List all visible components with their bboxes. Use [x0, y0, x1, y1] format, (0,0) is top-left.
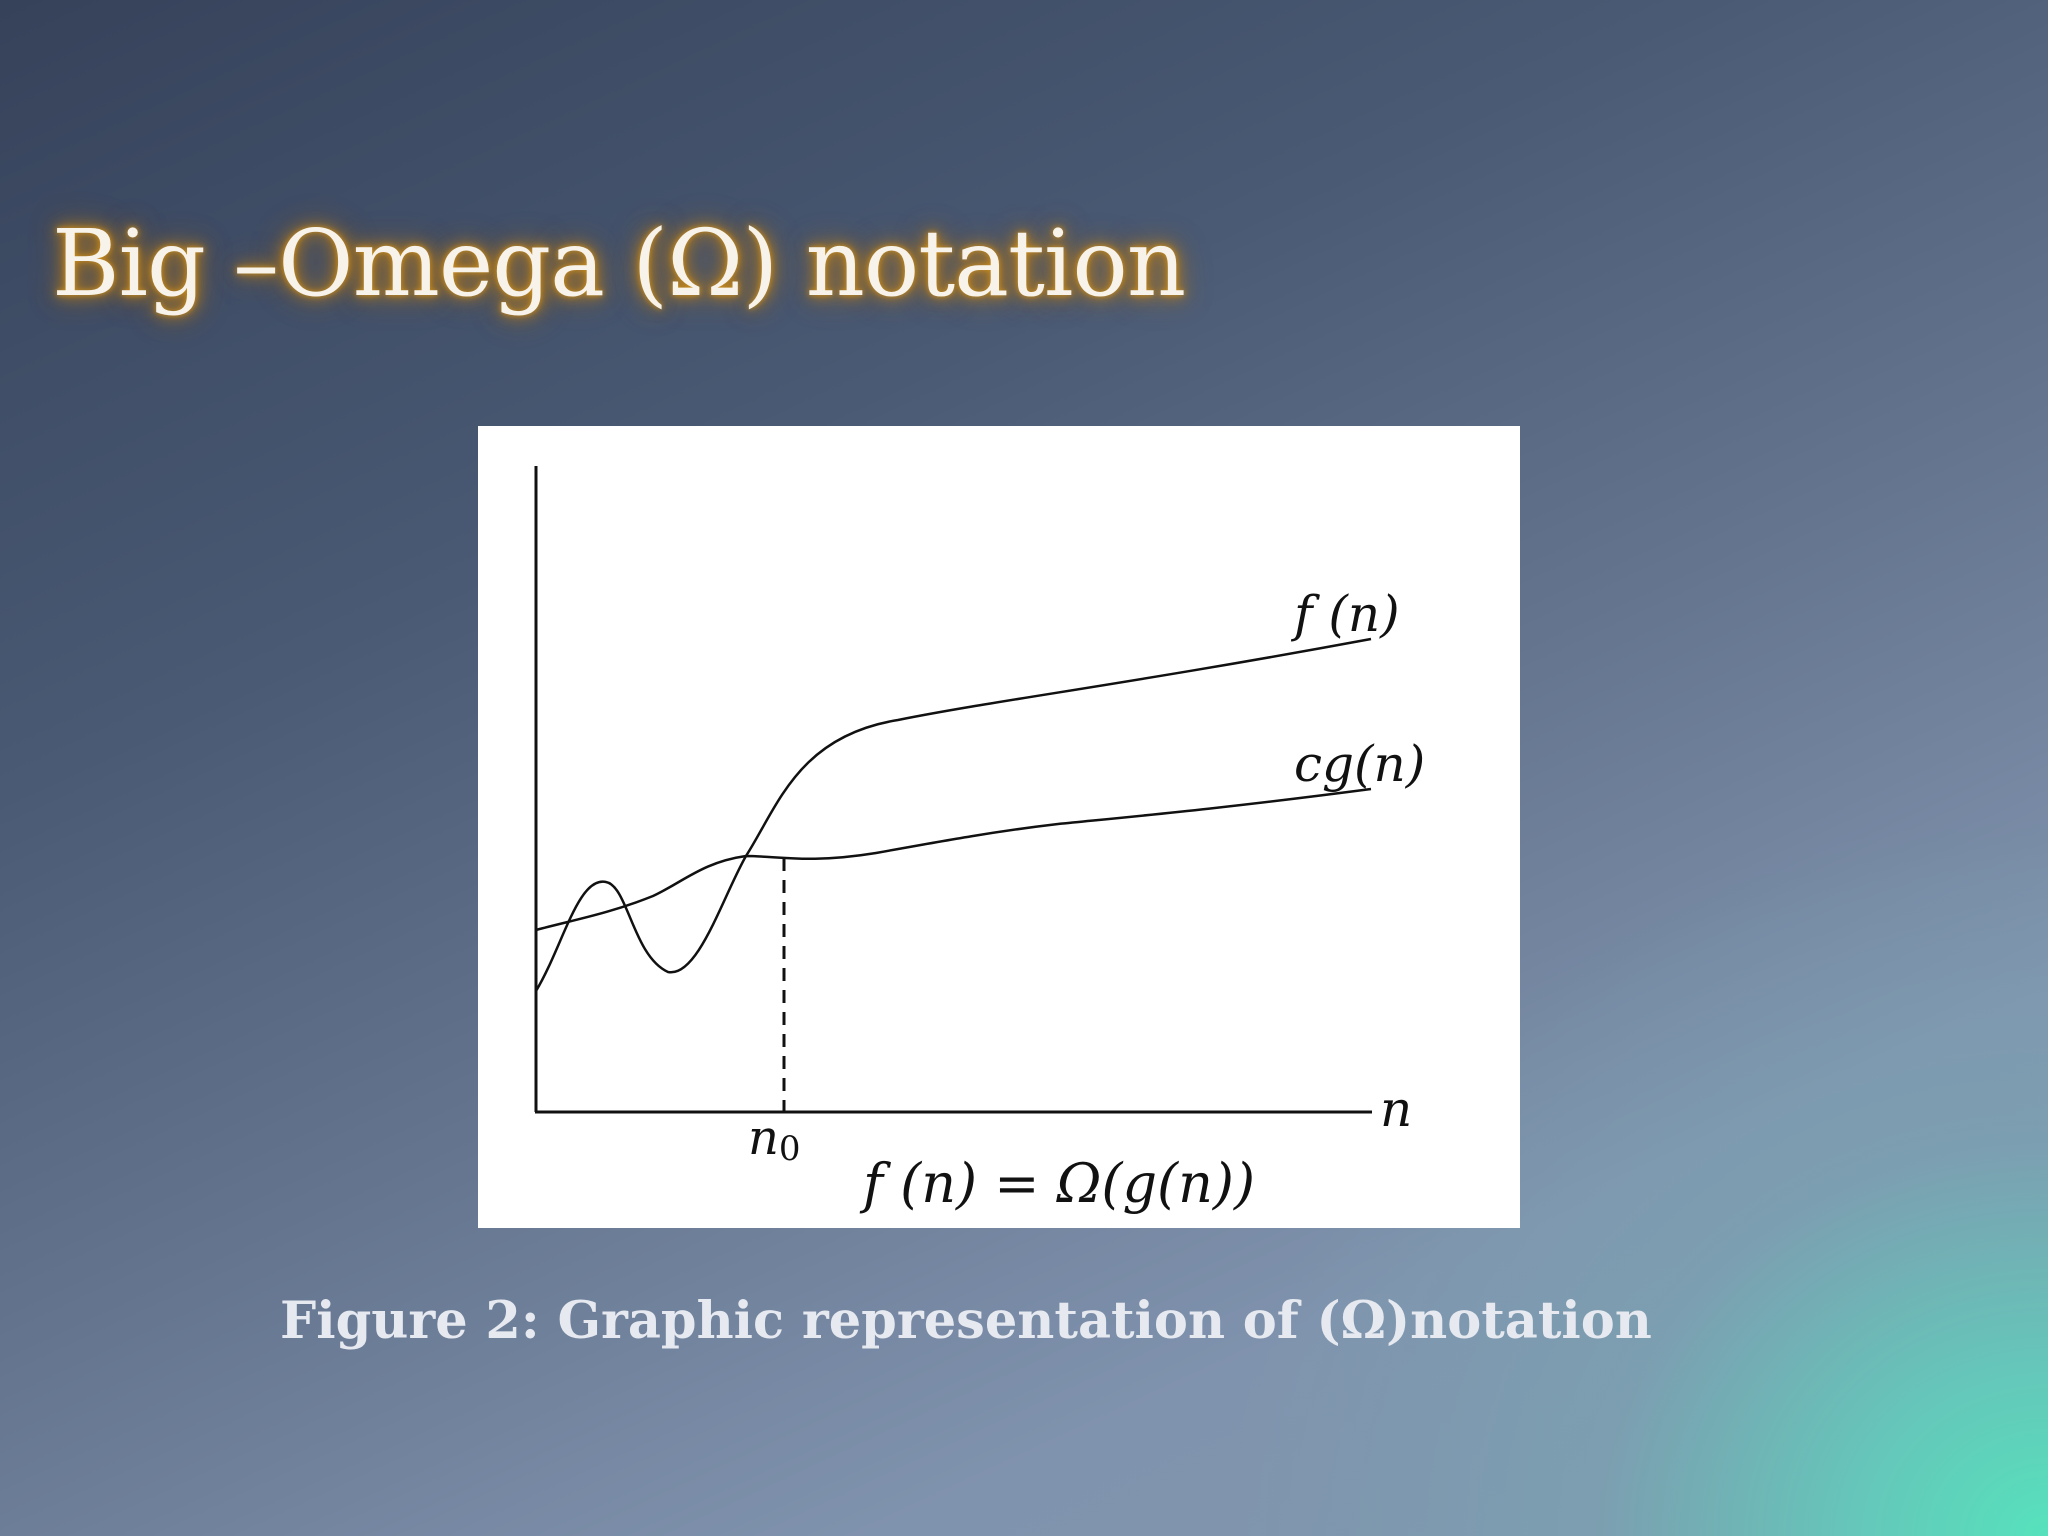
n0-label-subscript: 0 [779, 1129, 801, 1169]
cg-curve [535, 787, 1372, 932]
slide-title: Big –Omega (Ω) notation [52, 210, 1186, 317]
f-curve [534, 637, 1372, 992]
x-axis-label: n [1380, 1080, 1412, 1138]
omega-diagram: f (n) cg(n) n n0 f (n) = Ω(g(n)) [534, 466, 1425, 1215]
figure-caption: Figure 2: Graphic representation of (Ω)n… [280, 1291, 1652, 1351]
omega-equation: f (n) = Ω(g(n)) [859, 1152, 1255, 1215]
omega-figure: f (n) cg(n) n n0 f (n) = Ω(g(n)) [478, 426, 1520, 1228]
n0-label-base: n [748, 1110, 779, 1166]
cg-curve-label: cg(n) [1294, 735, 1425, 793]
f-curve-label: f (n) [1290, 585, 1400, 643]
n0-label: n0 [748, 1110, 801, 1169]
